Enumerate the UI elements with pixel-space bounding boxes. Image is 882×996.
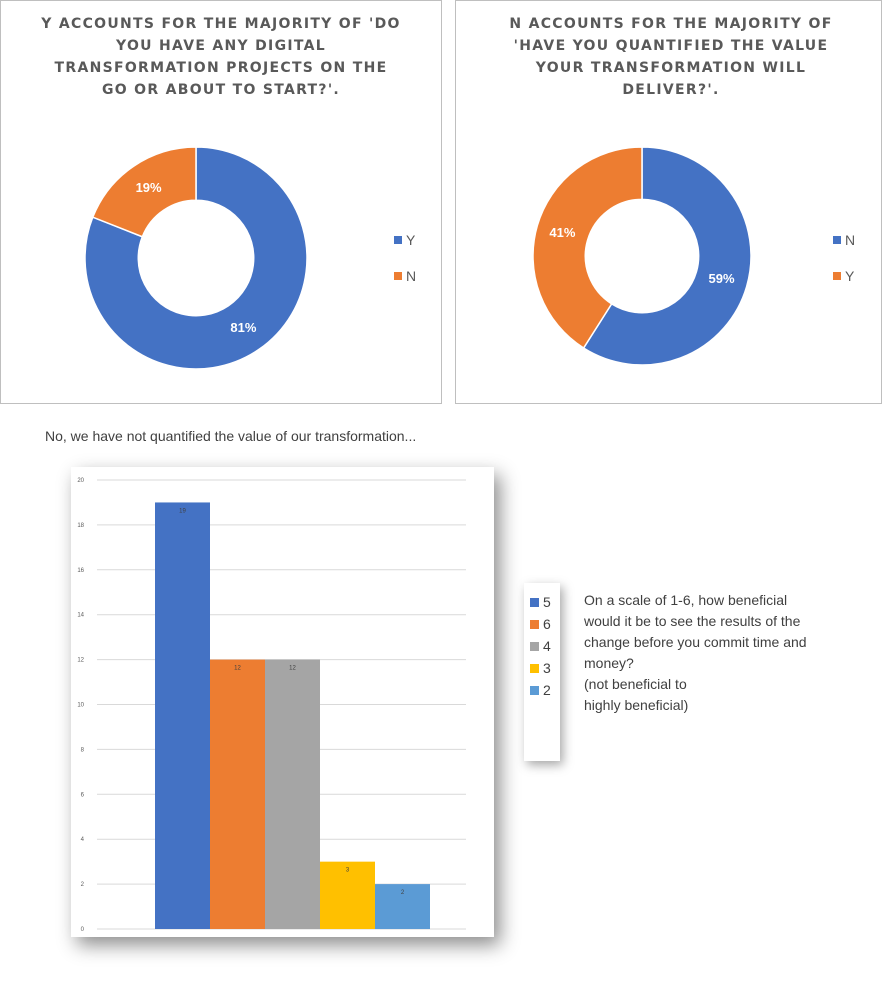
legend-swatch <box>394 236 402 244</box>
legend-swatch <box>833 272 841 280</box>
bar-data-label: 2 <box>401 890 405 896</box>
donut-chart-projects: 81% 19% <box>84 146 308 370</box>
bar-chart: 0 2 4 6 8 10 12 14 16 18 20 19 12 12 3 2 <box>77 478 466 933</box>
legend-label: 5 <box>543 594 551 610</box>
y-tick-label: 2 <box>81 882 85 888</box>
chart-title: Y ACCOUNTS FOR THE MAJORITY OF 'DO YOU H… <box>41 16 401 98</box>
legend-swatch <box>530 641 539 651</box>
question-line: On a scale of 1-6, how beneficial would … <box>584 592 807 671</box>
y-tick-label: 20 <box>77 478 84 484</box>
legend-item: Y <box>394 230 416 250</box>
legend-label: N <box>845 232 856 248</box>
y-tick-label: 6 <box>81 792 85 798</box>
legend-item: 6 <box>530 613 560 635</box>
bar-data-label: 12 <box>234 666 241 672</box>
legend-label: Y <box>845 268 855 284</box>
legend-label: 4 <box>543 638 551 654</box>
bar-chart-legend: 5 6 4 3 2 <box>524 583 560 761</box>
donut-data-label: 19% <box>136 180 162 195</box>
legend-item: N <box>394 266 416 286</box>
y-tick-label: 16 <box>77 568 84 574</box>
bar-data-label: 3 <box>346 868 350 874</box>
legend-swatch <box>530 685 539 695</box>
donut-data-label: 41% <box>549 225 575 240</box>
chart-title: N ACCOUNTS FOR THE MAJORITY OF 'HAVE YOU… <box>509 16 833 98</box>
y-tick-label: 18 <box>77 523 84 529</box>
legend-swatch <box>530 619 539 629</box>
legend-label: 2 <box>543 682 551 698</box>
legend-item: 2 <box>530 679 560 701</box>
legend-item: 3 <box>530 657 560 679</box>
legend-swatch <box>833 236 841 244</box>
y-tick-label: 0 <box>81 927 85 933</box>
question-line: (not beneficial to <box>584 676 687 692</box>
bar-chart-question: On a scale of 1-6, how beneficial would … <box>584 590 824 716</box>
legend-item: Y <box>833 266 855 286</box>
legend-item: 5 <box>530 591 560 613</box>
y-tick-label: 10 <box>77 703 84 709</box>
donut-chart-quantified: 59% 41% <box>532 146 752 366</box>
legend-item: N <box>833 230 855 250</box>
legend-label: N <box>406 268 417 284</box>
bar-5 <box>155 502 210 929</box>
bar-chart-subtitle: No, we have not quantified the value of … <box>45 428 417 444</box>
bar-3 <box>320 861 375 929</box>
bar-6 <box>210 659 265 929</box>
donut-slice-n <box>582 146 752 366</box>
bar-2 <box>375 884 430 929</box>
legend-swatch <box>530 597 539 607</box>
legend-swatch <box>394 272 402 280</box>
legend-label: Y <box>406 232 416 248</box>
bar-data-label: 12 <box>289 666 296 672</box>
y-tick-label: 4 <box>81 837 85 843</box>
donut-slice-y <box>532 146 643 350</box>
y-tick-label: 14 <box>77 613 84 619</box>
bar-data-label: 19 <box>179 508 186 514</box>
bar-4 <box>265 659 320 929</box>
y-tick-label: 8 <box>81 747 85 753</box>
y-tick-label: 12 <box>77 658 84 664</box>
legend-label: 3 <box>543 660 551 676</box>
bar-chart-frame: 0 2 4 6 8 10 12 14 16 18 20 19 12 12 3 2 <box>71 467 494 937</box>
donut-panel-quantified: N ACCOUNTS FOR THE MAJORITY OF 'HAVE YOU… <box>455 0 882 404</box>
donut-slice-n <box>91 146 197 238</box>
legend-label: 6 <box>543 616 551 632</box>
donut-data-label: 59% <box>709 271 735 286</box>
question-line: highly beneficial) <box>584 697 689 713</box>
legend-item: 4 <box>530 635 560 657</box>
donut-slice-y <box>84 146 308 370</box>
donut-data-label: 81% <box>230 320 256 335</box>
legend-swatch <box>530 663 539 673</box>
donut-panel-projects: Y ACCOUNTS FOR THE MAJORITY OF 'DO YOU H… <box>0 0 442 404</box>
